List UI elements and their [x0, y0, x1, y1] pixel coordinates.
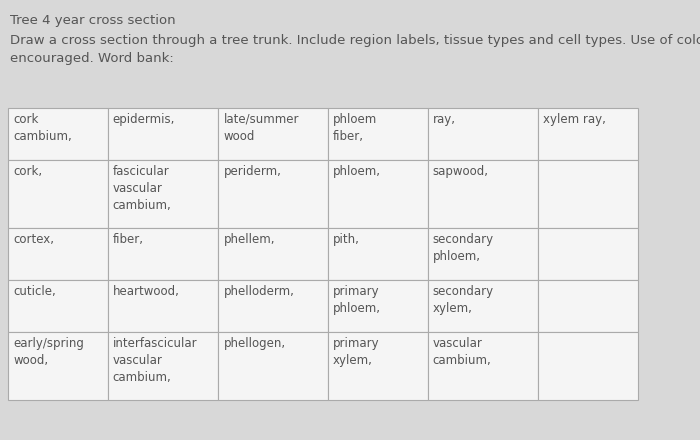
Text: sapwood,: sapwood,: [433, 165, 489, 178]
Bar: [428, 228, 538, 280]
Bar: [108, 160, 218, 228]
Bar: [328, 160, 428, 228]
Bar: [8, 228, 108, 280]
Text: phloem,: phloem,: [333, 165, 381, 178]
Bar: [538, 160, 638, 228]
Bar: [8, 332, 108, 400]
Text: cortex,: cortex,: [13, 233, 54, 246]
Text: cuticle,: cuticle,: [13, 285, 56, 298]
Text: cork
cambium,: cork cambium,: [13, 113, 71, 143]
Bar: [218, 160, 328, 228]
Text: secondary
xylem,: secondary xylem,: [433, 285, 494, 315]
Bar: [328, 280, 428, 332]
Text: fiber,: fiber,: [113, 233, 144, 246]
Text: interfascicular
vascular
cambium,: interfascicular vascular cambium,: [113, 337, 197, 384]
Bar: [218, 280, 328, 332]
Text: fascicular
vascular
cambium,: fascicular vascular cambium,: [113, 165, 172, 212]
Bar: [538, 332, 638, 400]
Text: cork,: cork,: [13, 165, 42, 178]
Bar: [8, 160, 108, 228]
Bar: [108, 108, 218, 160]
Bar: [538, 228, 638, 280]
Text: xylem ray,: xylem ray,: [543, 113, 606, 126]
Text: phellogen,: phellogen,: [223, 337, 286, 350]
Text: late/summer
wood: late/summer wood: [223, 113, 299, 143]
Bar: [108, 280, 218, 332]
Text: pith,: pith,: [333, 233, 360, 246]
Bar: [328, 228, 428, 280]
Text: Tree 4 year cross section: Tree 4 year cross section: [10, 14, 176, 27]
Bar: [428, 160, 538, 228]
Bar: [428, 332, 538, 400]
Text: phelloderm,: phelloderm,: [223, 285, 294, 298]
Text: Draw a cross section through a tree trunk. Include region labels, tissue types a: Draw a cross section through a tree trun…: [10, 34, 700, 65]
Text: periderm,: periderm,: [223, 165, 281, 178]
Bar: [108, 332, 218, 400]
Text: primary
phloem,: primary phloem,: [333, 285, 381, 315]
Text: heartwood,: heartwood,: [113, 285, 179, 298]
Bar: [428, 108, 538, 160]
Bar: [108, 228, 218, 280]
Text: primary
xylem,: primary xylem,: [333, 337, 379, 367]
Bar: [538, 280, 638, 332]
Text: secondary
phloem,: secondary phloem,: [433, 233, 494, 263]
Text: phellem,: phellem,: [223, 233, 275, 246]
Bar: [328, 332, 428, 400]
Text: ray,: ray,: [433, 113, 456, 126]
Bar: [8, 108, 108, 160]
Bar: [218, 228, 328, 280]
Bar: [218, 108, 328, 160]
Bar: [328, 108, 428, 160]
Text: epidermis,: epidermis,: [113, 113, 175, 126]
Bar: [218, 332, 328, 400]
Text: early/spring
wood,: early/spring wood,: [13, 337, 84, 367]
Text: vascular
cambium,: vascular cambium,: [433, 337, 491, 367]
Text: phloem
fiber,: phloem fiber,: [333, 113, 377, 143]
Bar: [8, 280, 108, 332]
Bar: [428, 280, 538, 332]
Bar: [538, 108, 638, 160]
